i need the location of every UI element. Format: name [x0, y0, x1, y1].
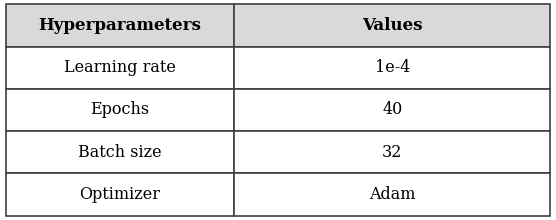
Bar	[6, 4, 235, 47]
Bar	[235, 173, 550, 216]
Bar	[6, 131, 235, 173]
Text: Adam: Adam	[369, 186, 416, 203]
Bar	[6, 89, 235, 131]
Text: Optimizer: Optimizer	[80, 186, 161, 203]
Bar	[235, 131, 550, 173]
Text: 1e-4: 1e-4	[375, 59, 410, 76]
Text: Batch size: Batch size	[78, 144, 162, 161]
Text: Learning rate: Learning rate	[64, 59, 176, 76]
Bar	[235, 89, 550, 131]
Text: Epochs: Epochs	[91, 101, 150, 119]
Bar	[235, 4, 550, 47]
Text: Values: Values	[362, 17, 423, 34]
Text: Hyperparameters: Hyperparameters	[38, 17, 201, 34]
Bar	[235, 47, 550, 89]
Bar	[6, 47, 235, 89]
Text: 40: 40	[383, 101, 403, 119]
Text: 32: 32	[382, 144, 403, 161]
Bar	[6, 173, 235, 216]
